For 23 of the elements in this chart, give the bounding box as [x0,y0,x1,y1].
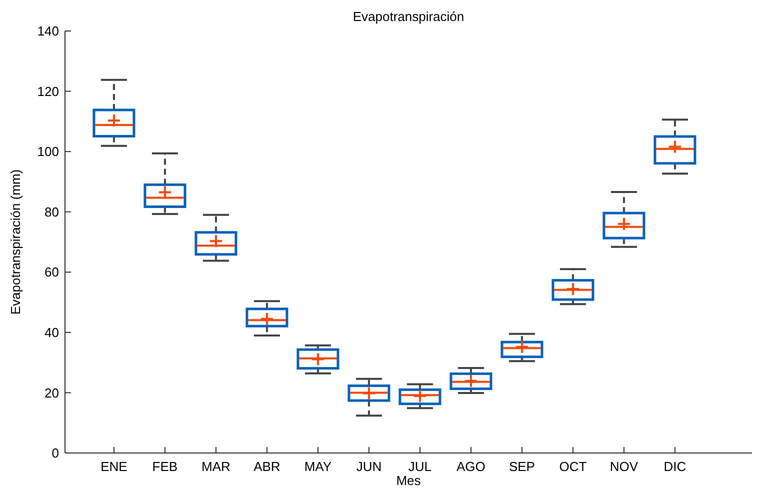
y-tick-label: 120 [37,84,59,99]
x-tick-label: ABR [254,459,280,474]
y-axis-title: Evapotranspiración (mm) [8,169,23,315]
x-tick-label: JUN [356,459,382,474]
x-tick-label: MAY [304,459,332,474]
x-tick-label: ENE [100,459,128,474]
x-tick-label: SEP [508,459,535,474]
x-tick-label: NOV [610,459,638,474]
y-tick-label: 140 [37,24,59,39]
x-tick-label: FEB [152,459,178,474]
x-tick-label: MAR [202,459,230,474]
y-tick-label: 60 [44,264,59,280]
y-tick-label: 100 [37,144,59,160]
x-tick-label: OCT [559,459,587,474]
y-tick-label: 80 [44,204,59,220]
x-axis-title: Mes [396,473,422,488]
x-tick-label: DIC [664,459,686,474]
x-tick-label: AGO [456,459,486,474]
y-tick-label: 40 [44,324,59,340]
x-tick-label: JUL [408,459,432,474]
y-tick-label: 20 [44,385,59,400]
y-tick-label: 0 [52,446,59,461]
chart-title: Evapotranspiración [352,9,464,24]
